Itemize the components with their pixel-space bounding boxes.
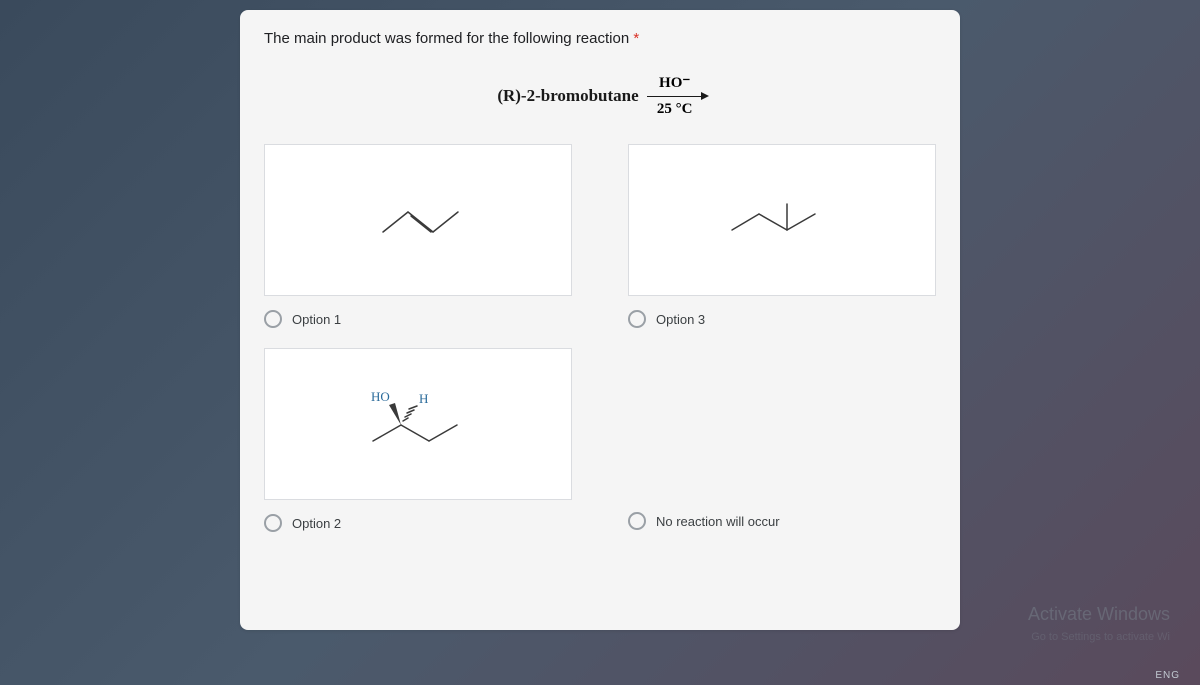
- reaction-arrow: HO⁻ 25 °C: [647, 73, 703, 118]
- option-2[interactable]: Option 2: [264, 514, 572, 532]
- condition-top: HO⁻: [659, 73, 690, 94]
- option-cell: Option 1: [264, 144, 572, 338]
- arrow-line: [647, 96, 703, 97]
- question-prompt: The main product was formed for the foll…: [264, 30, 936, 47]
- label-HO: HO: [371, 389, 390, 404]
- option-label: No reaction will occur: [656, 514, 780, 529]
- option-1[interactable]: Option 1: [264, 310, 572, 328]
- question-card: The main product was formed for the foll…: [240, 10, 960, 630]
- structure-box-option3: [628, 144, 936, 296]
- label-H: H: [419, 391, 428, 406]
- options-grid: Option 1 Option 3: [264, 144, 936, 542]
- question-prompt-text: The main product was formed for the foll…: [264, 30, 629, 47]
- windows-activation-watermark: Activate Windows: [1028, 604, 1170, 625]
- option-label: Option 2: [292, 516, 341, 531]
- windows-activation-watermark-sub: Go to Settings to activate Wi: [1031, 631, 1170, 643]
- condition-bottom: 25 °C: [657, 99, 693, 118]
- option-cell: No reaction will occur: [628, 348, 936, 542]
- option-3[interactable]: Option 3: [628, 310, 936, 328]
- radio-icon: [264, 310, 282, 328]
- structure-2-butene: [363, 190, 473, 250]
- reactant-label: (R)-2-bromobutane: [497, 86, 638, 106]
- option-cell: HO H Option 2: [264, 348, 572, 542]
- structure-box-empty: [628, 348, 936, 498]
- radio-icon: [628, 512, 646, 530]
- radio-icon: [264, 514, 282, 532]
- structure-2-butanol: HO H: [343, 379, 493, 469]
- required-asterisk: *: [633, 30, 639, 47]
- reaction-scheme: (R)-2-bromobutane HO⁻ 25 °C: [264, 73, 936, 118]
- option-label: Option 1: [292, 312, 341, 327]
- structure-1-butene: [717, 190, 847, 250]
- option-4[interactable]: No reaction will occur: [628, 512, 936, 530]
- structure-box-option2: HO H: [264, 348, 572, 500]
- option-label: Option 3: [656, 312, 705, 327]
- taskbar-language: ENG: [1155, 670, 1180, 681]
- radio-icon: [628, 310, 646, 328]
- option-cell: Option 3: [628, 144, 936, 338]
- structure-box-option1: [264, 144, 572, 296]
- arrow-head-icon: [701, 92, 709, 100]
